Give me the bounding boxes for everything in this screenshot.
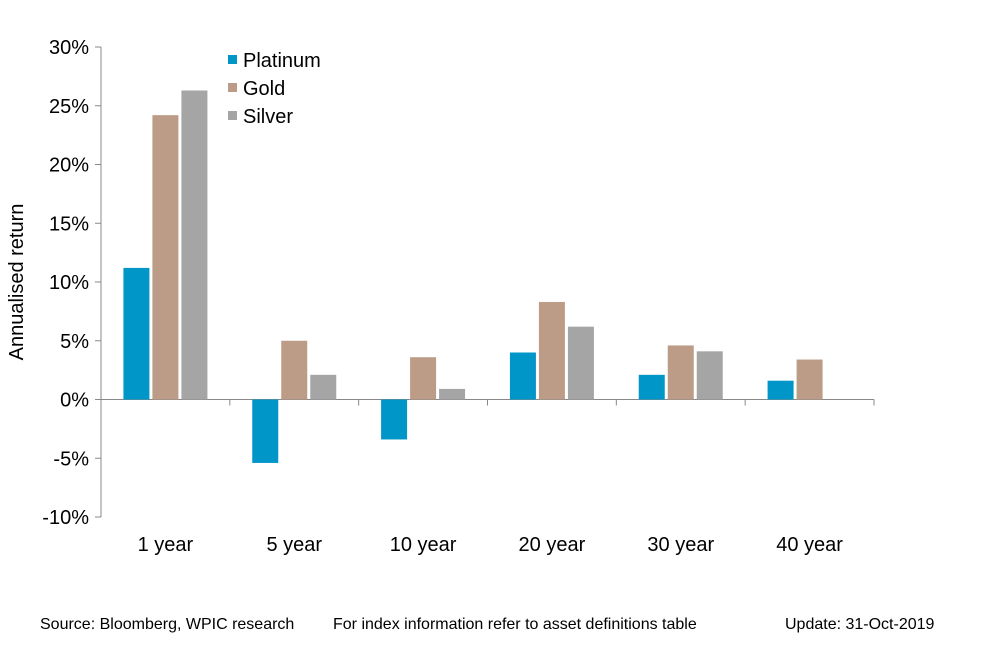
bar-platinum — [123, 267, 150, 400]
x-axis-labels: 1 year 5 year 10 year 20 year 30 year 40 year — [138, 534, 844, 556]
bar-gold — [796, 359, 823, 400]
bar-gold — [667, 345, 694, 400]
bar-gold — [281, 340, 308, 400]
bar-platinum — [509, 352, 536, 400]
chart-axes — [100, 47, 875, 517]
bar-silver — [567, 326, 594, 400]
x-tick-label: 1 year — [138, 534, 194, 556]
x-tick-label: 40 year — [776, 534, 843, 556]
y-tick-label: 20% — [49, 155, 89, 177]
legend-label-gold: Gold — [243, 78, 285, 100]
y-tick-label: -5% — [53, 448, 89, 470]
legend-label-silver: Silver — [243, 106, 293, 128]
y-tick-label: 15% — [49, 213, 89, 235]
x-tick-label: 20 year — [519, 534, 586, 556]
legend-label-platinum: Platinum — [243, 50, 321, 72]
chart-bars — [123, 90, 823, 463]
bar-silver — [181, 90, 208, 400]
bar-platinum — [638, 374, 665, 400]
x-tick-label: 5 year — [266, 534, 322, 556]
footer-source: Source: Bloomberg, WPIC research — [40, 616, 295, 633]
footer-update: Update: 31-Oct-2019 — [785, 616, 935, 633]
bar-platinum — [252, 399, 279, 463]
x-tick-label: 10 year — [390, 534, 457, 556]
bar-silver — [439, 388, 466, 400]
y-tick-label: 0% — [60, 390, 89, 412]
bar-gold — [410, 357, 437, 400]
bar-gold — [538, 301, 565, 400]
bar-silver — [310, 374, 337, 400]
bar-chart: -10%-5%0%5%10%15%20%25%30% 1 year 5 year 1… — [6, 37, 875, 556]
y-tick-label: 25% — [49, 96, 89, 118]
bar-gold — [152, 115, 179, 400]
legend-swatch-platinum — [228, 55, 237, 64]
legend-swatch-silver — [228, 111, 237, 120]
bar-platinum — [381, 399, 408, 440]
y-axis-title: Annualised return — [6, 204, 28, 361]
y-tick-label: 10% — [49, 272, 89, 294]
x-tick-label: 30 year — [647, 534, 714, 556]
footer-note: For index information refer to asset def… — [333, 616, 697, 633]
y-tick-label: -10% — [42, 507, 89, 529]
bar-platinum — [767, 380, 794, 400]
chart-legend: Platinum Gold Silver — [228, 50, 321, 128]
y-axis-ticks: -10% -5% 0% 5% 10% 15% 20% 25% 30% — [42, 37, 101, 529]
y-tick-label: 30% — [49, 37, 89, 59]
legend-swatch-gold — [228, 83, 237, 92]
bar-silver — [696, 351, 723, 400]
y-tick-label: 5% — [60, 331, 89, 353]
